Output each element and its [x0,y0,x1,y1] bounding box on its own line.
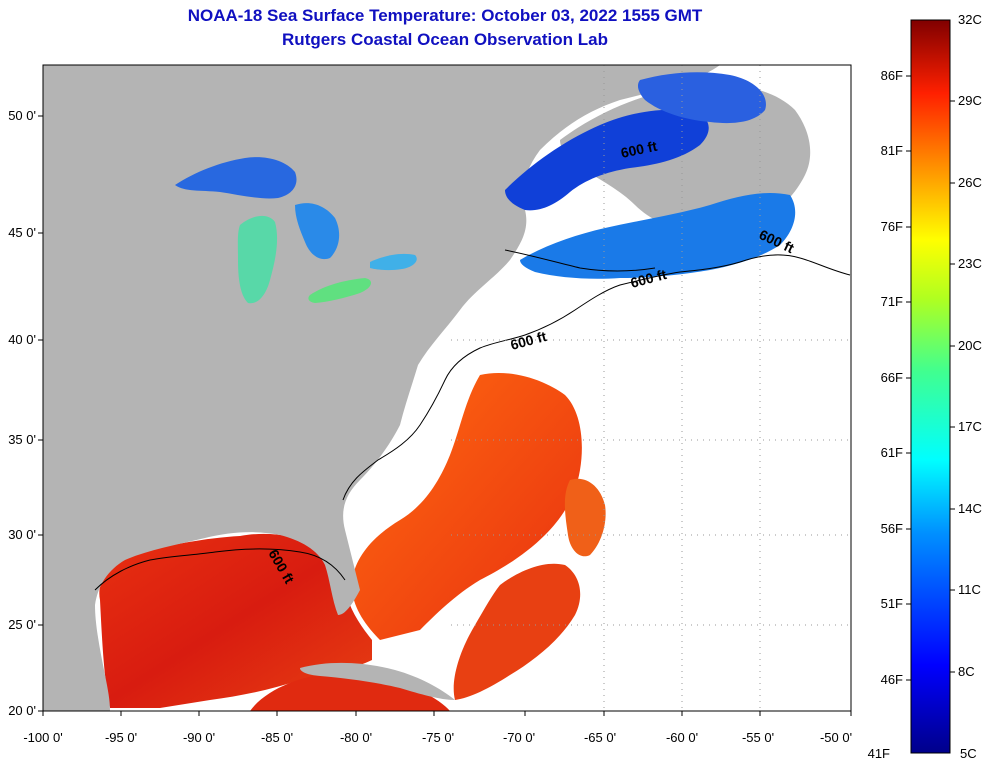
contour-label-st-lawrence: 600 ft [619,138,658,161]
colorbar-c-label-23: 23C [958,256,982,271]
gulf-stream-sst [351,372,582,640]
colorbar-c-label-5: 5C [960,746,977,761]
lat-label-30: 30 0' [8,527,36,542]
atlantic-warm-patch-east [564,478,606,557]
lat-label-45: 45 0' [8,225,36,240]
lake-ontario-sst [370,253,417,271]
map-subtitle: Rutgers Coastal Ocean Observation Lab [282,30,608,49]
lake-huron-sst [295,203,340,260]
isobath-600ft-contour [94,249,851,591]
colorbar-ticks [906,75,955,681]
st-lawrence-sst [505,109,709,211]
colorbar-f-label-61: 61F [881,445,903,460]
map-ticks [38,115,852,716]
colorbar-c-label-32: 32C [958,12,982,27]
lon-label-85: -85 0' [261,730,293,745]
colorbar-f-label-71: 71F [881,294,903,309]
labrador-sst [637,72,766,124]
colorbar-c-label-11: 11C [958,582,981,597]
lon-label-50: -50 0' [820,730,852,745]
lon-label-65: -65 0' [584,730,616,745]
lon-label-90: -90 0' [183,730,215,745]
atlantic-warm-patch [453,563,581,700]
lon-label-75: -75 0' [422,730,454,745]
map-border [42,64,852,712]
gulf-of-maine-sst [520,193,796,279]
colorbar-f-label-56: 56F [881,521,903,536]
colorbar-f-label-86: 86F [881,68,903,83]
colorbar-c-label-29: 29C [958,93,982,108]
lon-label-55: -55 0' [742,730,774,745]
colorbar-c-label-8: 8C [958,664,975,679]
colorbar-f-label-66: 66F [881,370,903,385]
gulf-of-mexico-sst [99,533,372,708]
colorbar-c-label-17: 17C [958,419,982,434]
north-america-land [43,65,720,711]
lat-label-20: 20 0' [8,703,36,718]
colorbar-c-label-20: 20C [958,338,982,353]
lon-label-95: -95 0' [105,730,137,745]
lat-label-50: 50 0' [8,108,36,123]
colorbar-f-label-76: 76F [881,219,903,234]
colorbar-c-label-14: 14C [958,501,982,516]
colorbar-f-label-81: 81F [881,143,903,158]
lat-label-25: 25 0' [8,617,36,632]
lake-erie-sst [308,278,372,303]
map-title: NOAA-18 Sea Surface Temperature: October… [187,6,703,25]
colorbar-c-label-26: 26C [958,175,982,190]
cuba-land [300,662,455,700]
lat-label-40: 40 0' [8,332,36,347]
lon-label-70: -70 0' [503,730,535,745]
colorbar [910,19,951,754]
lon-label-100: -100 0' [23,730,62,745]
lon-label-60: -60 0' [666,730,698,745]
colorbar-f-label-51: 51F [881,596,903,611]
map-gridlines [451,65,851,711]
colorbar-f-label-46: 46F [881,672,903,687]
lat-label-35: 35 0' [8,432,36,447]
colorbar-f-label-41: 41F [868,746,890,761]
lake-michigan-sst [237,215,278,304]
lon-label-80: -80 0' [340,730,372,745]
lake-superior-sst [175,157,297,199]
caribbean-sst [250,672,450,711]
